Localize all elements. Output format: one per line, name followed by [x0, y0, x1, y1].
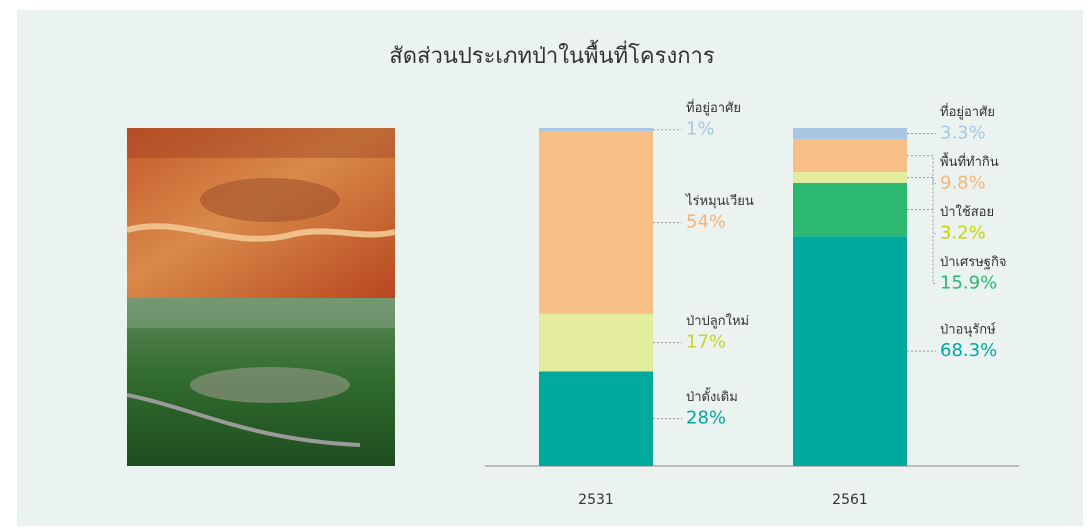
photo-before: [126, 128, 396, 298]
bar-segment: [793, 236, 907, 466]
value-label: 3.3%: [940, 123, 986, 144]
bar-segment: [539, 131, 653, 314]
legend-label: ไร่หมุนเวียน: [685, 193, 754, 209]
leader-line: [907, 176, 936, 235]
x-tick-label: 2531: [578, 492, 614, 508]
bar-segment: [539, 128, 653, 132]
bar-segment: [539, 313, 653, 372]
chart-title: สัดส่วนประเภทป่าในพื้นที่โครงการ: [389, 40, 715, 69]
legend-label: ป่าปลูกใหม่: [686, 313, 749, 329]
photo-after: [126, 298, 395, 466]
value-label: 9.8%: [940, 173, 986, 194]
x-tick-label: 2561: [832, 492, 868, 508]
leader-line: [907, 155, 936, 185]
bar-segment: [793, 182, 907, 237]
legend-label: ที่อยู่อาศัย: [686, 99, 741, 116]
bar-segment: [793, 172, 907, 183]
legend-label: พื้นที่ทำกิน: [940, 152, 999, 170]
legend-label: ป่าเศรษฐกิจ: [940, 255, 1006, 270]
value-label: 3.2%: [940, 223, 986, 244]
legend-label: ป่าอนุรักษ์: [940, 322, 996, 338]
legend-label: ป่าใช้สอย: [940, 204, 994, 220]
bar-segment: [793, 139, 907, 173]
value-label: 17%: [686, 332, 726, 353]
legend-label: ป่าดั้งเดิม: [686, 387, 738, 405]
value-label: 15.9%: [940, 273, 997, 294]
bar-segment: [793, 128, 907, 140]
value-label: 1%: [686, 119, 715, 140]
leader-line: [907, 209, 936, 285]
value-label: 28%: [686, 408, 726, 429]
bar-segment: [539, 371, 653, 466]
legend-label: ที่อยู่อาศัย: [940, 103, 995, 120]
value-label: 54%: [686, 212, 726, 233]
value-label: 68.3%: [940, 340, 997, 361]
